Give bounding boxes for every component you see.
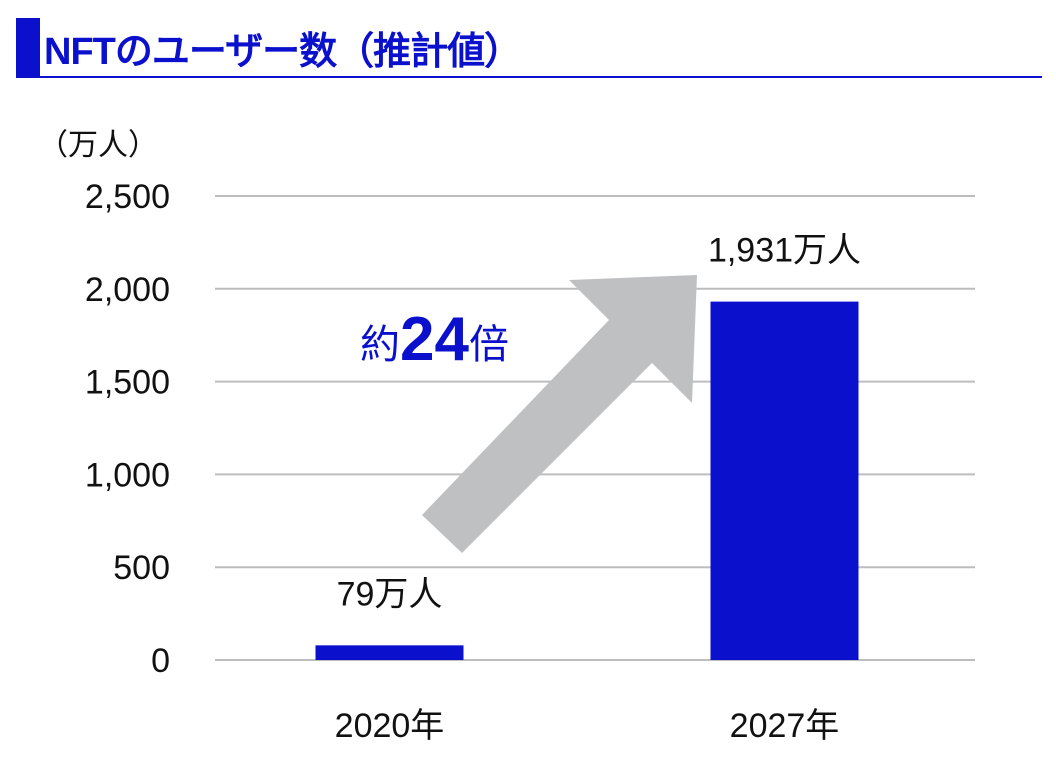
growth-arrow-icon <box>422 275 697 553</box>
title-underline <box>16 76 1042 78</box>
y-tick-label: 500 <box>113 549 170 587</box>
y-tick-labels: 0 500 1,000 1,500 2,000 2,500 <box>85 178 170 680</box>
multiplier-prefix: 約 <box>360 323 400 367</box>
data-labels: 79万人 1,931万人 <box>337 232 861 614</box>
data-label: 1,931万人 <box>708 232 861 270</box>
bar <box>315 645 464 660</box>
bar <box>710 301 859 660</box>
x-category-label: 2027年 <box>730 707 840 745</box>
y-tick-label: 1,500 <box>85 364 170 402</box>
x-category-label: 2020年 <box>335 707 445 745</box>
data-label: 79万人 <box>337 575 443 613</box>
y-tick-label: 2,000 <box>85 271 170 309</box>
y-tick-label: 0 <box>151 642 170 680</box>
title-accent-bar <box>16 18 40 78</box>
multiplier-number: 24 <box>400 305 469 374</box>
y-tick-label: 1,000 <box>85 456 170 494</box>
multiplier-suffix: 倍 <box>469 323 509 367</box>
y-tick-label: 2,500 <box>85 178 170 216</box>
page-title: NFTのユーザー数（推計値） <box>44 31 522 73</box>
x-category-labels: 2020年 2027年 <box>335 707 840 745</box>
bars <box>315 301 859 660</box>
multiplier-annotation: 約24倍 <box>360 305 509 374</box>
y-axis-unit-label: （万人） <box>38 129 158 162</box>
